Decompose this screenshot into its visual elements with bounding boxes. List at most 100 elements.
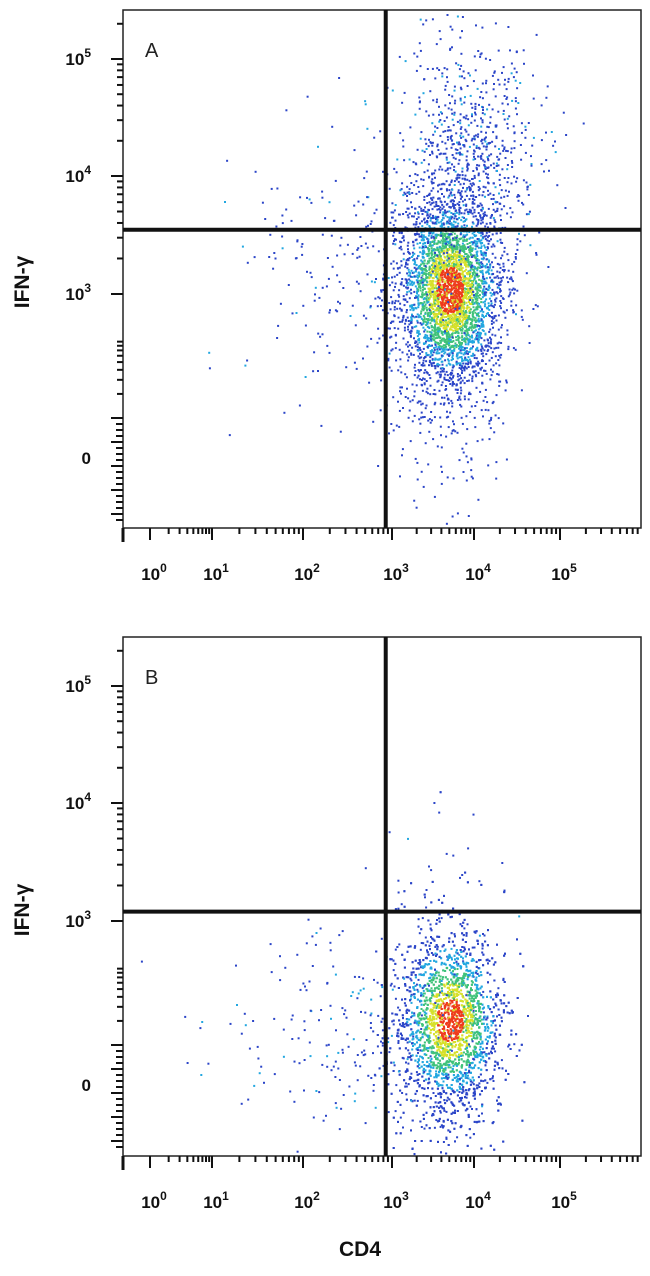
- event-dot-a: [455, 239, 458, 242]
- event-dot-a: [428, 268, 431, 271]
- event-dot-a: [445, 364, 448, 367]
- event-dot-a: [452, 246, 455, 249]
- event-dot-a: [475, 224, 478, 227]
- event-dot-a: [429, 154, 431, 156]
- event-dot-a: [468, 310, 471, 313]
- event-dot-a: [435, 336, 438, 339]
- event-dot-a: [440, 239, 443, 242]
- event-dot-a: [470, 326, 473, 329]
- event-dot-a: [449, 264, 452, 267]
- event-dot-a: [458, 206, 461, 209]
- event-dot-a: [516, 113, 518, 116]
- event-dot-a: [378, 297, 381, 300]
- event-dot-a: [366, 127, 369, 130]
- event-dot-a: [471, 247, 474, 250]
- event-dot-a: [453, 245, 456, 248]
- event-dot-a: [442, 285, 445, 288]
- event-dot-a: [253, 256, 256, 259]
- event-dot-a: [432, 313, 435, 316]
- event-dot-a: [436, 349, 439, 352]
- event-dot-a: [406, 272, 409, 275]
- event-dot-a: [471, 280, 474, 283]
- event-dot-a: [455, 260, 458, 263]
- event-dot-a: [445, 156, 448, 159]
- event-dot-a: [460, 212, 463, 215]
- event-dot-a: [462, 220, 465, 223]
- event-dot-a: [306, 270, 308, 273]
- event-dot-a: [475, 166, 478, 169]
- event-dot-a: [438, 273, 440, 276]
- event-dot-a: [442, 237, 444, 239]
- event-dot-a: [394, 219, 397, 222]
- event-dot-a: [498, 263, 501, 266]
- event-dot-a: [446, 285, 449, 287]
- event-dot-a: [430, 354, 433, 357]
- event-dot-a: [422, 326, 425, 329]
- event-dot-a: [524, 128, 527, 131]
- event-dot-a: [439, 336, 442, 339]
- event-dot-a: [486, 263, 488, 266]
- event-dot-a: [477, 284, 480, 287]
- y-tick-label-a: 105: [65, 46, 91, 69]
- event-dot-a: [452, 329, 455, 332]
- event-dot-a: [496, 201, 499, 204]
- event-dot-a: [465, 347, 468, 349]
- event-dot-a: [416, 401, 419, 404]
- event-dot-a: [435, 322, 438, 325]
- event-dot-a: [421, 286, 424, 289]
- event-dot-a: [448, 317, 451, 320]
- event-dot-a: [434, 265, 437, 268]
- event-dot-a: [455, 244, 458, 247]
- event-dot-a: [441, 258, 443, 261]
- event-dot-a: [375, 278, 377, 280]
- event-dot-a: [433, 389, 436, 391]
- event-dot-a: [465, 334, 468, 337]
- event-dot-a: [470, 279, 473, 282]
- event-dot-a: [458, 141, 461, 144]
- event-dot-a: [435, 265, 438, 268]
- event-dot-a: [464, 96, 466, 99]
- event-dot-a: [506, 194, 509, 197]
- event-dot-a: [461, 294, 464, 297]
- event-dot-a: [431, 282, 434, 285]
- event-dot-a: [479, 53, 482, 56]
- event-dot-a: [448, 194, 451, 197]
- event-dot-a: [421, 281, 424, 284]
- event-dot-a: [397, 316, 400, 319]
- event-dot-a: [456, 302, 459, 305]
- event-dot-a: [487, 193, 490, 196]
- event-dot-a: [431, 358, 434, 361]
- event-dot-a: [446, 330, 448, 332]
- event-dot-a: [428, 339, 431, 342]
- event-dot-a: [487, 260, 490, 263]
- event-dot-a: [438, 281, 441, 284]
- event-dot-a: [480, 309, 483, 312]
- event-dot-a: [450, 377, 453, 380]
- event-dot-a: [443, 259, 446, 262]
- event-dot-a: [474, 266, 477, 269]
- event-dot-a: [431, 312, 434, 315]
- event-dot-a: [461, 242, 464, 245]
- event-dot-a: [455, 209, 458, 212]
- event-dot-a: [497, 277, 500, 280]
- event-dot-a: [475, 280, 477, 283]
- event-dot-a: [444, 234, 447, 237]
- event-dot-a: [477, 341, 480, 344]
- event-dot-a: [467, 361, 470, 364]
- event-dot-a: [503, 148, 506, 150]
- event-dot-a: [392, 289, 395, 292]
- event-dot-a: [424, 311, 427, 314]
- event-dot-a: [449, 137, 452, 140]
- event-dot-a: [423, 246, 426, 249]
- event-dot-a: [517, 102, 520, 104]
- event-dot-a: [409, 275, 412, 278]
- event-dot-a: [493, 276, 496, 279]
- event-dot-a: [360, 245, 363, 247]
- event-dot-a: [366, 345, 369, 348]
- event-dot-a: [426, 281, 429, 284]
- event-dot-a: [460, 347, 463, 350]
- event-dot-a: [414, 226, 417, 229]
- event-dot-a: [467, 118, 470, 121]
- event-dot-a: [438, 251, 441, 254]
- event-dot-a: [475, 329, 477, 332]
